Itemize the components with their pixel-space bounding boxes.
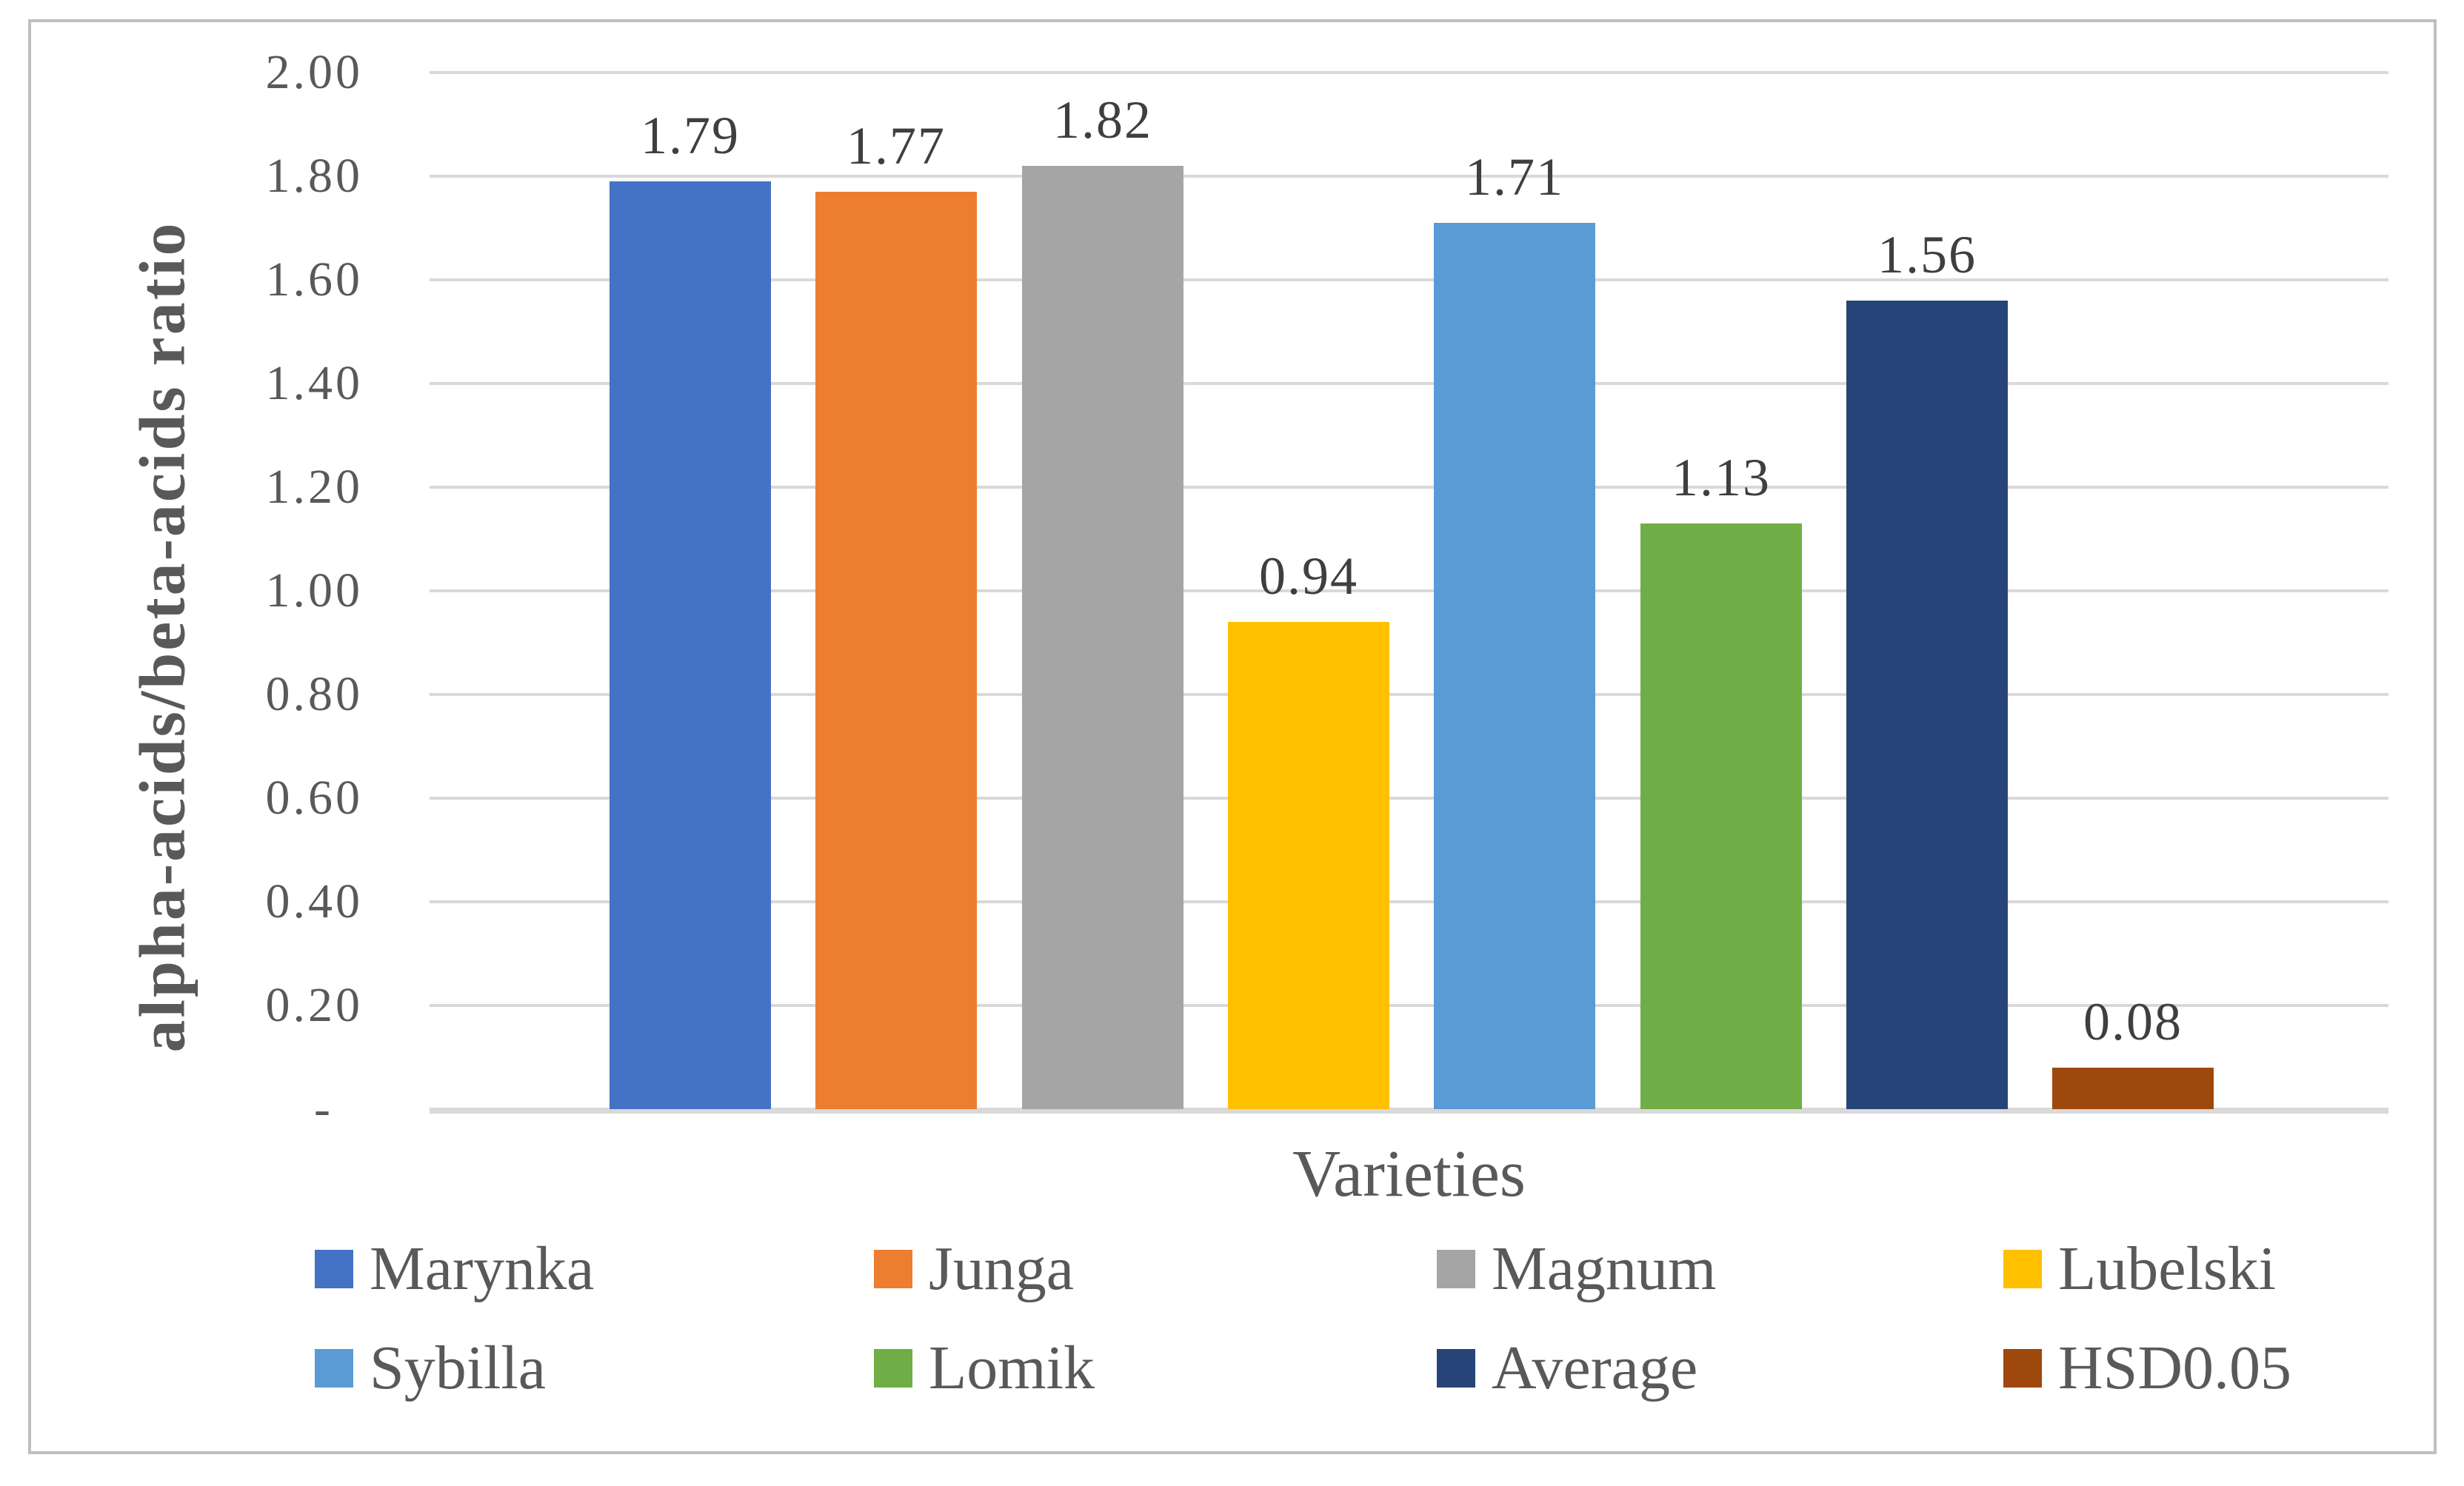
gridline-1.40 <box>430 382 2388 385</box>
y-tick-1.00: 1.00 <box>265 563 363 618</box>
legend-label-average: Average <box>1492 1333 1698 1402</box>
bar-value-lubelski: 0.94 <box>1259 546 1358 606</box>
legend-label-junga: Junga <box>929 1234 1074 1303</box>
legend-item-lubelski: Lubelski <box>2003 1231 2276 1308</box>
gridline-0.40 <box>430 900 2388 903</box>
bar-lubelski <box>1228 622 1389 1109</box>
y-tick-0.60: 0.60 <box>265 771 363 825</box>
bar-marynka <box>610 181 771 1109</box>
bar-hsd0-05 <box>2052 1068 2214 1109</box>
y-tick-1.80: 1.80 <box>265 149 363 203</box>
bar-value-marynka: 1.79 <box>641 106 740 165</box>
legend-swatch-average <box>1437 1349 1475 1388</box>
gridline-0.80 <box>430 693 2388 696</box>
gridline-1.20 <box>430 486 2388 489</box>
legend-swatch-junga <box>874 1250 912 1288</box>
y-tick-0.40: 0.40 <box>265 874 363 928</box>
legend-item-sybilla: Sybilla <box>315 1330 546 1407</box>
legend-label-lubelski: Lubelski <box>2058 1234 2276 1303</box>
y-tick-1.60: 1.60 <box>265 252 363 307</box>
gridline-1.00 <box>430 589 2388 592</box>
y-tick-zero: - <box>314 1082 333 1136</box>
y-tick-1.40: 1.40 <box>265 356 363 410</box>
legend-item-marynka: Marynka <box>315 1231 594 1308</box>
bar-value-lomik: 1.13 <box>1672 448 1771 507</box>
bar-magnum <box>1022 166 1183 1109</box>
y-axis-title: alpha-acids/beta-acids ratio <box>127 221 199 1053</box>
legend-swatch-sybilla <box>315 1349 353 1388</box>
gridline-1.60 <box>430 278 2388 281</box>
gridline-0.60 <box>430 797 2388 800</box>
legend-swatch-hsd0-05 <box>2003 1349 2042 1388</box>
bar-value-sybilla: 1.71 <box>1465 147 1564 207</box>
legend-label-magnum: Magnum <box>1492 1234 1717 1303</box>
legend-item-hsd0-05: HSD0.05 <box>2003 1330 2291 1407</box>
bar-sybilla <box>1434 223 1595 1109</box>
legend-swatch-lubelski <box>2003 1250 2042 1288</box>
bar-value-magnum: 1.82 <box>1053 90 1152 150</box>
legend-label-lomik: Lomik <box>929 1333 1095 1402</box>
bar-value-hsd0-05: 0.08 <box>2083 992 2183 1051</box>
legend-swatch-marynka <box>315 1250 353 1288</box>
gridline-0.20 <box>430 1004 2388 1007</box>
bar-junga <box>815 192 977 1109</box>
legend-label-marynka: Marynka <box>370 1234 595 1303</box>
y-tick-0.20: 0.20 <box>265 978 363 1032</box>
bar-value-junga: 1.77 <box>847 116 946 175</box>
y-tick-2.00: 2.00 <box>265 45 363 99</box>
bar-average <box>1846 301 2008 1109</box>
y-tick-0.80: 0.80 <box>265 667 363 721</box>
gridline-1.80 <box>430 175 2388 178</box>
legend-item-lomik: Lomik <box>874 1330 1095 1407</box>
legend-swatch-magnum <box>1437 1250 1475 1288</box>
bar-value-average: 1.56 <box>1877 225 1977 284</box>
x-axis-title: Varieties <box>1292 1137 1526 1211</box>
bar-lomik <box>1640 523 1802 1109</box>
x-axis-line <box>430 1108 2388 1114</box>
legend-label-sybilla: Sybilla <box>370 1333 547 1402</box>
legend-item-average: Average <box>1437 1330 1697 1407</box>
legend-swatch-lomik <box>874 1349 912 1388</box>
legend-label-hsd0-05: HSD0.05 <box>2058 1333 2292 1402</box>
gridline-2.00 <box>430 71 2388 74</box>
legend-item-magnum: Magnum <box>1437 1231 1716 1308</box>
legend-item-junga: Junga <box>874 1231 1074 1308</box>
y-tick-1.20: 1.20 <box>265 460 363 514</box>
